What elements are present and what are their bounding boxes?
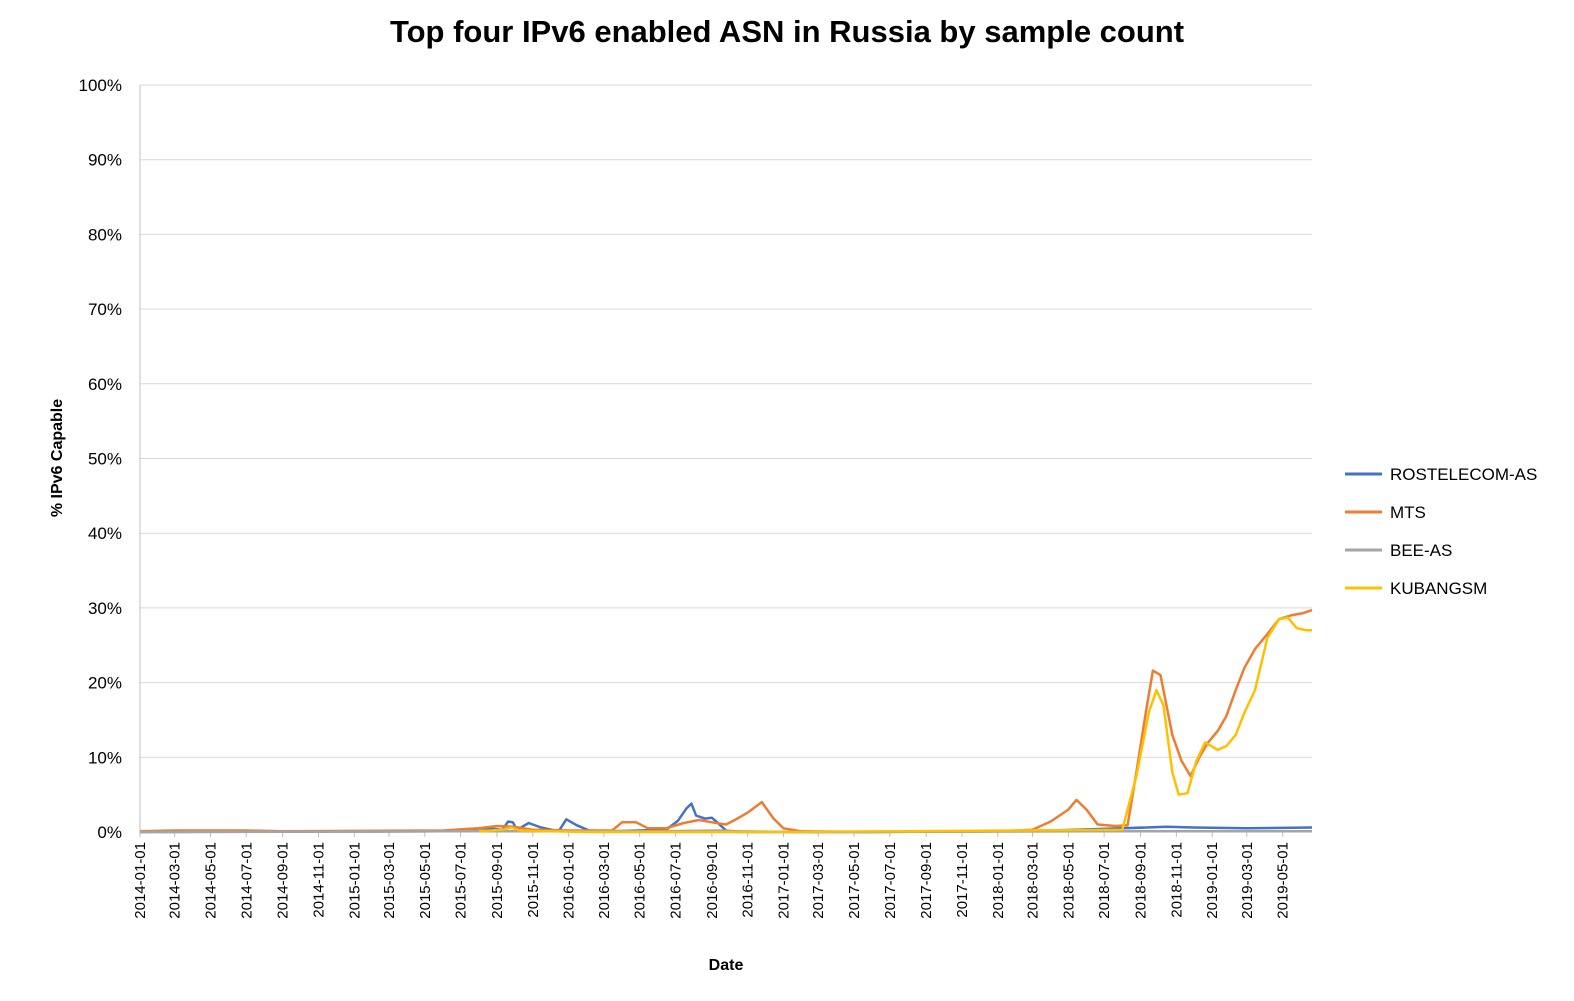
- y-tick-label: 100%: [79, 76, 122, 95]
- x-tick-label: 2018-01-01: [990, 842, 1007, 919]
- x-tick-label: 2017-03-01: [810, 842, 827, 919]
- x-tick-label: 2015-07-01: [453, 842, 470, 919]
- x-tick-label: 2014-07-01: [238, 842, 255, 919]
- y-tick-label: 10%: [88, 748, 122, 767]
- x-tick-label: 2014-01-01: [132, 842, 149, 919]
- x-tick-label: 2016-01-01: [561, 842, 578, 919]
- legend-label: KUBANGSM: [1390, 579, 1487, 598]
- x-tick-label: 2017-05-01: [846, 842, 863, 919]
- y-tick-label: 30%: [88, 599, 122, 618]
- x-tick-label: 2014-11-01: [311, 842, 328, 918]
- x-tick-label: 2016-07-01: [668, 842, 685, 919]
- series-line-rostelecom-as: [139, 802, 1313, 834]
- x-tick-label: 2018-07-01: [1096, 842, 1113, 919]
- y-tick-label: 50%: [88, 450, 122, 469]
- x-tick-label: 2015-11-01: [525, 842, 542, 918]
- series-lines: [139, 608, 1313, 834]
- x-tick-label: 2016-11-01: [740, 842, 757, 918]
- series-line-mts: [139, 608, 1313, 834]
- x-axis-ticks: 2014-01-01 2014-03-01 2014-05-01 2014-07-01…: [132, 832, 1292, 919]
- chart-title: Top four IPv6 enabled ASN in Russia by s…: [389, 14, 1185, 49]
- y-axis-title: % IPv6 Capable: [49, 399, 66, 517]
- y-tick-label: 20%: [88, 674, 122, 693]
- y-axis-ticks: 0% 10% 20% 30% 40% 50% 60% 70% 80% 90% 100%: [79, 76, 122, 842]
- y-tick-label: 40%: [88, 524, 122, 543]
- x-tick-label: 2015-09-01: [489, 842, 506, 919]
- x-tick-label: 2017-01-01: [776, 842, 793, 919]
- x-tick-label: 2018-11-01: [1168, 842, 1185, 918]
- x-tick-label: 2016-09-01: [704, 842, 721, 919]
- x-tick-label: 2019-01-01: [1204, 842, 1221, 919]
- x-axis-title: Date: [709, 957, 744, 974]
- y-tick-label: 0%: [97, 823, 122, 842]
- x-tick-label: 2014-03-01: [167, 842, 184, 919]
- x-tick-label: 2014-05-01: [202, 842, 219, 919]
- x-tick-label: 2019-05-01: [1275, 842, 1292, 919]
- legend-label: MTS: [1390, 503, 1426, 522]
- y-tick-label: 90%: [88, 151, 122, 170]
- y-tick-label: 80%: [88, 225, 122, 244]
- series-line-kubangsm: [478, 616, 1312, 834]
- x-tick-label: 2018-09-01: [1133, 842, 1150, 919]
- grid-lines: [139, 84, 1312, 833]
- legend: ROSTELECOM-AS MTS BEE-AS KUBANGSM: [1345, 465, 1537, 598]
- y-tick-label: 60%: [88, 375, 122, 394]
- legend-label: BEE-AS: [1390, 541, 1452, 560]
- y-tick-label: 70%: [88, 300, 122, 319]
- x-tick-label: 2016-05-01: [632, 842, 649, 919]
- x-tick-label: 2015-03-01: [381, 842, 398, 919]
- x-tick-label: 2015-01-01: [346, 842, 363, 919]
- x-tick-label: 2015-05-01: [417, 842, 434, 919]
- legend-label: ROSTELECOM-AS: [1390, 465, 1537, 484]
- x-tick-label: 2017-07-01: [882, 842, 899, 919]
- x-tick-label: 2018-05-01: [1060, 842, 1077, 919]
- x-tick-label: 2019-03-01: [1239, 842, 1256, 919]
- x-tick-label: 2018-03-01: [1025, 842, 1042, 919]
- x-tick-label: 2016-03-01: [596, 842, 613, 919]
- x-tick-label: 2017-11-01: [954, 842, 971, 918]
- x-tick-label: 2014-09-01: [275, 842, 292, 919]
- x-tick-label: 2017-09-01: [918, 842, 935, 919]
